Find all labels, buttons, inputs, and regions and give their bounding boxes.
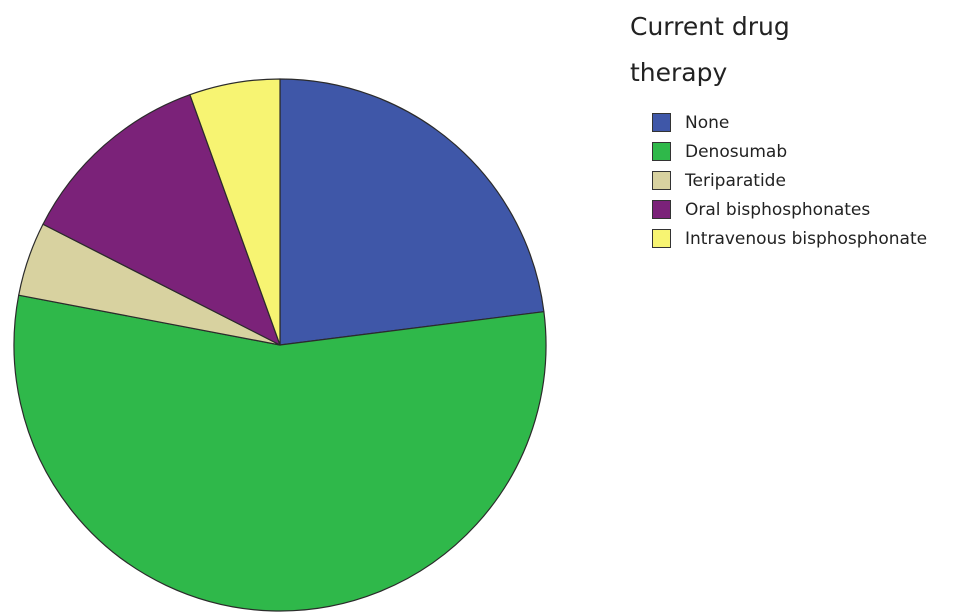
legend-swatch-teriparatide [652, 171, 671, 190]
legend-item-denosumab: Denosumab [652, 137, 927, 166]
legend-swatch-denosumab [652, 142, 671, 161]
legend-title: Current drug therapy [630, 12, 790, 87]
pie-slice-denosumab [13, 294, 547, 612]
pie-slice-intravenous-bisphosphonate [189, 78, 281, 346]
pie-slice-none [279, 78, 545, 346]
pie-slice-oral-bisphosphonates [42, 94, 281, 346]
legend: None Denosumab Teriparatide Oral bisphos… [652, 108, 927, 253]
legend-label-teriparatide: Teriparatide [685, 170, 786, 191]
legend-label-denosumab: Denosumab [685, 141, 788, 162]
legend-label-oral-bisphosphonates: Oral bisphosphonates [685, 199, 871, 220]
legend-label-none: None [685, 112, 730, 133]
legend-swatch-oral-bisphosphonates [652, 200, 671, 219]
pie-slices [13, 78, 547, 612]
legend-item-intravenous-bisphosphonate: Intravenous bisphosphonate [652, 224, 927, 253]
legend-item-teriparatide: Teriparatide [652, 166, 927, 195]
legend-swatch-none [652, 113, 671, 132]
legend-item-none: None [652, 108, 927, 137]
legend-label-intravenous-bisphosphonate: Intravenous bisphosphonate [685, 228, 928, 249]
legend-item-oral-bisphosphonates: Oral bisphosphonates [652, 195, 927, 224]
legend-swatch-intravenous-bisphosphonate [652, 229, 671, 248]
